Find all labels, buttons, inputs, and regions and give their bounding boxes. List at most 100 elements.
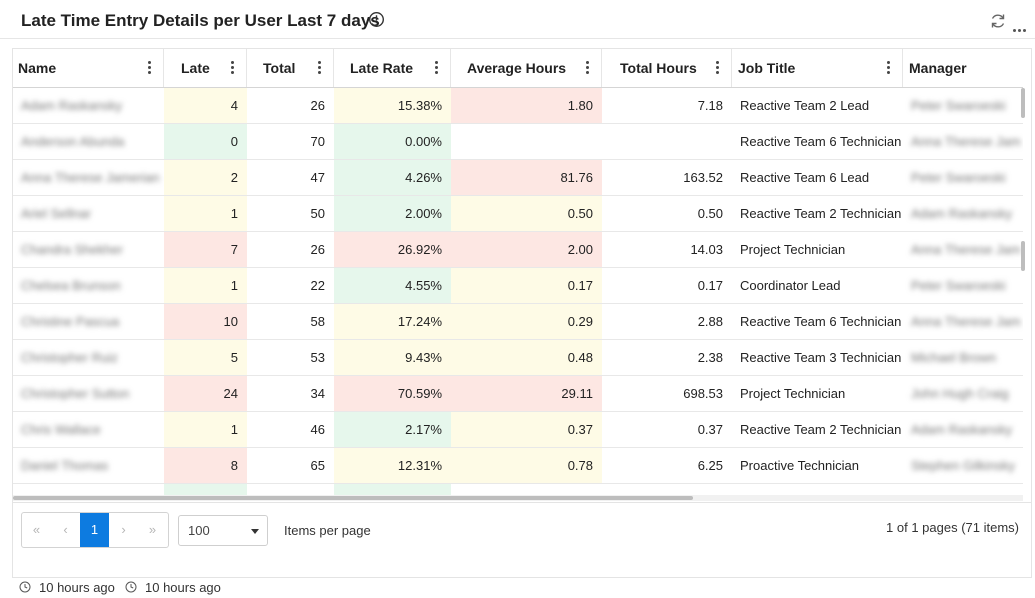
cell-name: Christopher Sutton [21,386,130,401]
cell-total-hours: 2.88 [697,314,723,329]
cell-job-title: Reactive Team 2 Technician [740,422,902,437]
column-header-late-rate[interactable]: Late Rate [334,49,451,87]
cell-name: Ariel Sellnar [21,206,92,221]
cell-late-rate: 15.38% [334,88,451,123]
cell-total: 26 [310,242,325,257]
column-header-late[interactable]: Late [164,49,247,87]
cell-late-rate: 2.17% [334,412,451,447]
cell-late: 7 [164,232,247,267]
cell-total-hours: 14.03 [690,242,723,257]
cell-late: 1 [164,268,247,303]
cell-total-hours: 0.37 [697,422,723,437]
first-page-button[interactable]: « [32,522,41,537]
cell-total: 46 [310,422,325,437]
cell-name: Adam Raskansky [21,98,123,113]
table-row[interactable]: Anderson Abunda 0 70 0.00% Reactive Team 6 T… [13,124,1023,160]
cell-job-title: Proactive Technician [740,458,859,473]
cell-late-rate: 4.26% [334,160,451,195]
column-header-label: Name [18,60,57,76]
column-header-average-hours[interactable]: Average Hours [451,49,602,87]
cell-total-hours: 0.50 [697,206,723,221]
table-row[interactable]: Chris Wallace 1 46 2.17% 0.37 0.37 Reactive Te… [13,412,1023,448]
cell-total: 47 [310,170,325,185]
cell-name: Chelsea Brunson [21,278,121,293]
column-header-name[interactable]: Name [13,49,164,87]
column-menu-icon[interactable] [887,61,890,76]
table-row[interactable]: Anna Therese Jamerian 2 47 4.26% 81.76 163.52… [13,160,1023,196]
more-icon[interactable] [1013,19,1028,37]
prev-page-button[interactable]: ‹ [63,522,68,537]
cell-total-hours: 698.53 [683,386,723,401]
cell-late-rate: 2.00% [334,196,451,231]
cell-late: 1 [164,412,247,447]
cell-job-title: Reactive Team 6 Technician [740,134,902,149]
table-row[interactable] [13,484,1023,496]
cell-job-title: Project Technician [740,386,846,401]
column-header-job-title[interactable]: Job Title [732,49,903,87]
page-size-select[interactable]: 100 [178,515,268,546]
column-menu-icon[interactable] [716,61,719,76]
cell-average-hours: 0.50 [451,196,602,231]
widget-title: Late Time Entry Details per User Last 7 … [21,11,380,30]
cell-average-hours: 0.17 [451,268,602,303]
column-menu-icon[interactable] [435,61,438,76]
column-header-manager[interactable]: Manager [903,49,1023,87]
cell-manager: Adam Raskansky [911,422,1013,437]
cell-late: 24 [164,376,247,411]
cell-name: Daniel Thomas [21,458,109,473]
header-divider [0,38,1035,39]
column-header-label: Total [263,60,296,76]
table-row[interactable]: Chelsea Brunson 1 22 4.55% 0.17 0.17 Coordinat… [13,268,1023,304]
info-icon[interactable] [368,11,385,28]
cell-average-hours: 2.00 [451,232,602,267]
cell-late-rate: 17.24% [334,304,451,339]
cell-job-title: Reactive Team 6 Technician [740,314,902,329]
refresh-icon[interactable] [989,12,1007,30]
widget-footer: 10 hours ago 10 hours ago [0,576,1035,598]
column-header-total-hours[interactable]: Total Hours [602,49,732,87]
grid-header: Name Late Total Late Rate Average Hours … [13,49,1023,88]
cell-total: 50 [310,206,325,221]
next-page-button[interactable]: › [121,522,126,537]
column-header-label: Average Hours [467,60,567,76]
cell-late: 10 [164,304,247,339]
table-row[interactable]: Daniel Thomas 8 65 12.31% 0.78 6.25 Proactive … [13,448,1023,484]
cell-manager: Adam Raskansky [911,206,1013,221]
table-row[interactable]: Ariel Sellnar 1 50 2.00% 0.50 0.50 Reactive Te… [13,196,1023,232]
table-row[interactable]: Christine Pascua 10 58 17.24% 0.29 2.88 Reacti… [13,304,1023,340]
column-menu-icon[interactable] [318,61,321,76]
table-row[interactable]: Chandra Shekher 7 26 26.92% 2.00 14.03 Project… [13,232,1023,268]
cell-manager: Anna Therese Jameri [911,314,1021,329]
page-1-button[interactable]: 1 [80,513,109,547]
grid-body: Adam Raskansky 4 26 15.38% 1.80 7.18 Reactive … [13,88,1023,496]
column-menu-icon[interactable] [586,61,589,76]
cell-name: Chandra Shekher [21,242,123,257]
page-size-value: 100 [188,523,210,538]
table-row[interactable]: Christopher Sutton 24 34 70.59% 29.11 698.53 P… [13,376,1023,412]
vertical-scrollbar[interactable] [1021,241,1025,271]
column-header-total[interactable]: Total [247,49,334,87]
cell-job-title: Reactive Team 6 Lead [740,170,870,185]
cell-job-title: Reactive Team 3 Technician [740,350,902,365]
cell-late-rate: 70.59% [334,376,451,411]
cell-total: 65 [310,458,325,473]
column-menu-icon[interactable] [148,61,151,76]
cell-total-hours: 163.52 [683,170,723,185]
widget-header: Late Time Entry Details per User Last 7 … [0,0,1035,40]
cell-average-hours: 29.11 [451,376,602,411]
cell-late: 0 [164,124,247,159]
table-row[interactable]: Adam Raskansky 4 26 15.38% 1.80 7.18 Reactive … [13,88,1023,124]
table-row[interactable]: Christopher Ruiz 5 53 9.43% 0.48 2.38 Reactive… [13,340,1023,376]
cell-manager: Peter Swaroeski [911,170,1006,185]
cell-total: 53 [310,350,325,365]
pager-buttons: « ‹ 1 › » [21,512,169,548]
column-header-label: Job Title [738,60,796,76]
vertical-scrollbar[interactable] [1021,88,1025,118]
column-menu-icon[interactable] [231,61,234,76]
horizontal-scrollbar[interactable] [13,496,693,500]
last-page-button[interactable]: » [148,522,157,537]
cell-total-hours [602,124,732,159]
items-per-page-label: Items per page [284,523,371,538]
cell-late: 1 [164,196,247,231]
cell-average-hours: 81.76 [451,160,602,195]
